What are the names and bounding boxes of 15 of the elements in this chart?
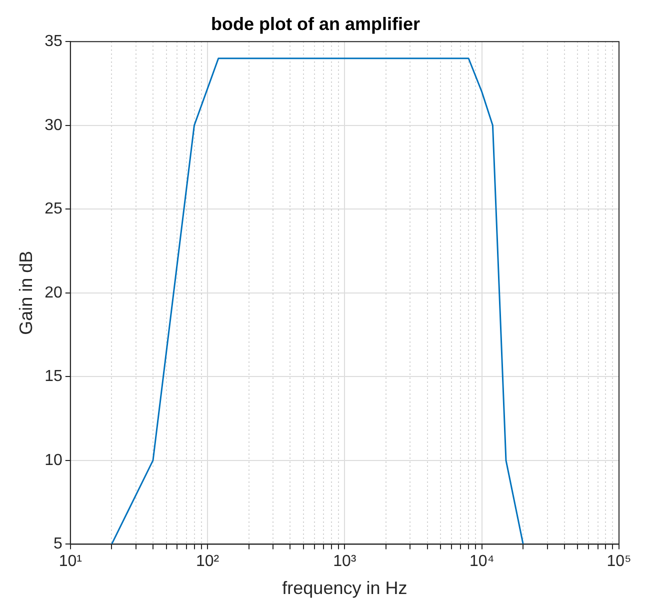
x-tick-label: 10²	[196, 553, 220, 570]
x-tick-label: 10⁴	[470, 553, 494, 570]
x-tick-label: 10⁵	[606, 553, 632, 570]
chart-title: bode plot of an amplifier	[210, 14, 420, 34]
y-tick-label: 20	[44, 284, 62, 302]
x-tick-label: 10³	[333, 553, 357, 570]
y-tick-label: 25	[44, 200, 62, 218]
x-axis-title: frequency in Hz	[282, 578, 408, 598]
y-tick-label: 5	[53, 536, 62, 553]
y-tick-label: 35	[44, 33, 62, 50]
y-tick-label: 10	[44, 452, 62, 469]
y-tick-label: 15	[44, 368, 62, 386]
y-tick-label: 30	[44, 116, 62, 134]
x-tick-label: 10¹	[58, 553, 82, 570]
y-axis-title: Gain in dB	[16, 250, 36, 335]
